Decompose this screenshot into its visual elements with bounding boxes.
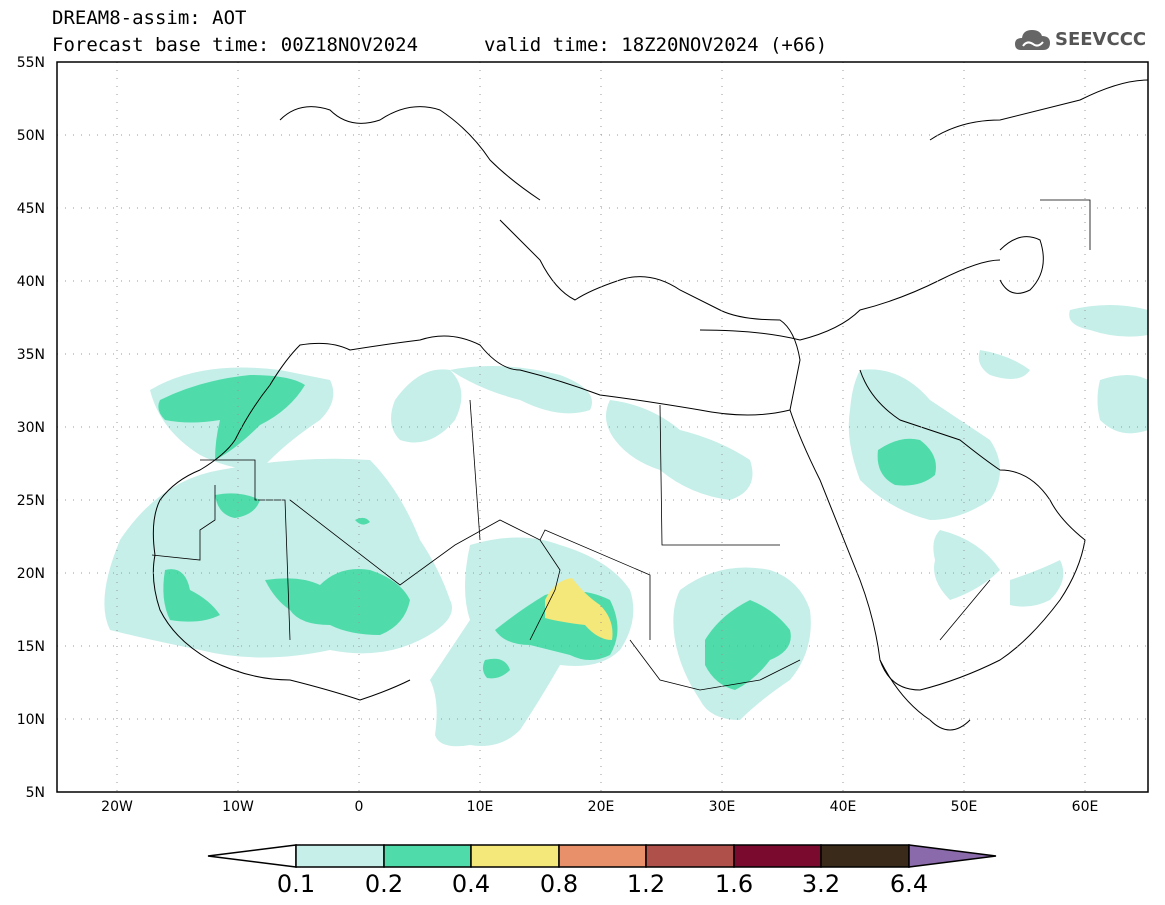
colorbar-label: 1.6 (714, 870, 754, 898)
colorbar-label: 6.4 (889, 870, 929, 898)
lat-label: 10N (17, 712, 45, 728)
map-frame (56, 61, 1149, 793)
aot-level-0.1 (104, 305, 1148, 747)
chart-title: DREAM8-assim: AOT (52, 7, 247, 29)
lon-label: 10W (222, 799, 254, 815)
aot-level-0.2 (158, 375, 936, 690)
lat-label: 5N (26, 785, 45, 801)
colorbar-label: 0.2 (364, 870, 404, 898)
colorbar-swatch (295, 844, 385, 868)
cloud-icon (1015, 30, 1050, 50)
colorbar-swatch (383, 844, 472, 868)
colorbar-label: 0.1 (276, 870, 316, 898)
colorbar-swatch (820, 844, 910, 868)
lat-label: 20N (17, 566, 45, 582)
lon-label: 20W (101, 799, 133, 815)
colorbar-swatch (470, 844, 560, 868)
colorbar-label: 0.4 (451, 870, 491, 898)
forecast-base-time: Forecast base time: 00Z18NOV2024 (52, 34, 419, 56)
aot-contours (104, 305, 1148, 747)
lat-label: 30N (17, 420, 45, 436)
lon-label: 30E (709, 799, 736, 815)
colorbar-swatch (645, 844, 735, 868)
lat-label: 35N (17, 347, 45, 363)
aot-level-0.4 (545, 578, 613, 640)
colorbar-over-arrow (908, 844, 997, 868)
lat-label: 55N (17, 55, 45, 71)
lon-label: 60E (1072, 799, 1099, 815)
lon-label: 10E (467, 799, 494, 815)
country-borders (151, 199, 1091, 691)
grid-lines (57, 62, 1148, 792)
lon-label: 0 (355, 799, 364, 815)
lon-label: 40E (830, 799, 857, 815)
colorbar-label: 3.2 (801, 870, 841, 898)
lat-labels: 55N 50N 45N 40N 35N 30N 25N 20N 15N 10N … (17, 55, 45, 801)
lat-label: 25N (17, 493, 45, 509)
lat-label: 45N (17, 201, 45, 217)
lat-label: 50N (17, 128, 45, 144)
colorbar (207, 844, 997, 868)
colorbar-label: 1.2 (626, 870, 666, 898)
logo-text: SEEVCCC (1055, 29, 1147, 50)
lat-label: 40N (17, 274, 45, 290)
valid-time: valid time: 18Z20NOV2024 (+66) (484, 34, 828, 56)
lon-labels: 20W 10W 0 10E 20E 30E 40E 50E 60E (101, 799, 1098, 815)
lat-label: 15N (17, 639, 45, 655)
colorbar-swatch (558, 844, 647, 868)
coastlines (152, 79, 1148, 731)
colorbar-label: 0.8 (539, 870, 579, 898)
lon-label: 20E (588, 799, 615, 815)
colorbar-under-arrow (207, 844, 297, 868)
colorbar-swatch (733, 844, 822, 868)
seevccc-logo: SEEVCCC (1013, 22, 1153, 58)
lon-label: 50E (951, 799, 978, 815)
